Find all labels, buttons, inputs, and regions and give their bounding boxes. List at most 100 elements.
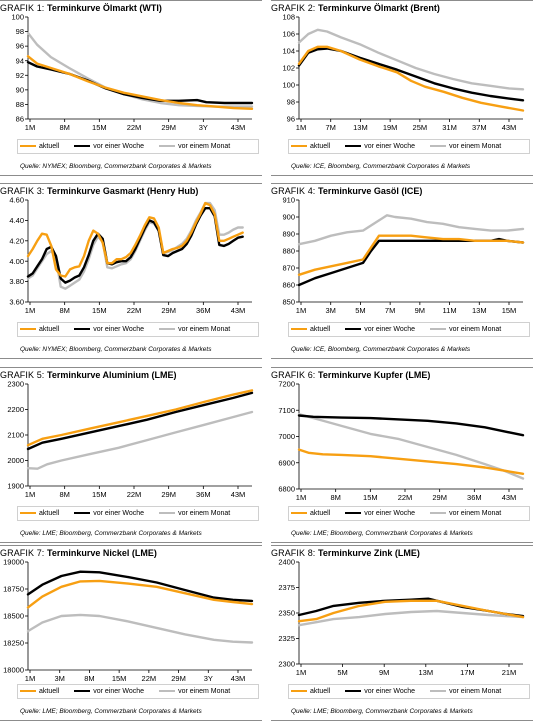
chart-legend: aktuell vor einer Woche vor einem Monat bbox=[20, 142, 245, 150]
legend-swatch bbox=[345, 690, 362, 692]
chart-legend: aktuell vor einer Woche vor einem Monat bbox=[291, 142, 516, 150]
y-tick-label: 18000 bbox=[3, 666, 24, 675]
legend-swatch bbox=[291, 512, 307, 514]
legend-label: vor einer Woche bbox=[93, 325, 145, 333]
legend-entry-aktuell: aktuell bbox=[20, 326, 59, 333]
y-tick-label: 890 bbox=[282, 230, 295, 239]
series-line-aktuell bbox=[26, 201, 244, 278]
y-tick-label: 19000 bbox=[3, 558, 24, 567]
x-tick-label: 43M bbox=[231, 490, 246, 499]
chart-title-text: Terminkurve Ölmarkt (Brent) bbox=[318, 3, 440, 13]
legend-frame bbox=[17, 139, 259, 154]
legend-frame bbox=[288, 322, 530, 337]
y-tick-label: 4.40 bbox=[9, 216, 24, 225]
x-tick-label: 22M bbox=[127, 306, 142, 315]
y-tick-label: 3.80 bbox=[9, 277, 24, 286]
x-tick-label: 15M bbox=[112, 674, 127, 683]
source-note: Quelle: ICE, Bloomberg, Commerzbank Corp… bbox=[291, 346, 471, 353]
legend-swatch bbox=[74, 512, 91, 514]
x-tick-label: 43M bbox=[231, 674, 246, 683]
x-tick-label: 11M bbox=[443, 306, 457, 315]
x-tick-label: 1M bbox=[296, 668, 306, 677]
legend-entry-woche: vor einer Woche bbox=[74, 326, 144, 333]
y-tick-label: 100 bbox=[11, 13, 24, 22]
chart-panel: GRAFIK 5: Terminkurve Aluminium (LME) 190… bbox=[0, 367, 262, 547]
x-tick-label: 13M bbox=[419, 668, 434, 677]
line-chart: 6800 6900 7000 7100 7200 1M 8M 15M 22M 29M 36M 43M bbox=[278, 380, 525, 502]
y-tick-label: 96 bbox=[16, 42, 24, 51]
chart-title-text: Terminkurve Ölmarkt (WTI) bbox=[47, 3, 162, 13]
x-tick-label: 43M bbox=[231, 123, 246, 132]
x-tick-label: 37M bbox=[472, 123, 487, 132]
chart-title: GRAFIK 3: Terminkurve Gasmarkt (Henry Hu… bbox=[0, 186, 198, 197]
chart-legend: aktuell vor einer Woche vor einem Monat bbox=[20, 325, 245, 333]
line-chart: 2300 2325 2350 2375 2400 1M 5M 9M 13M 17M 21M bbox=[278, 558, 525, 677]
chart-number: GRAFIK 3: bbox=[0, 186, 48, 196]
legend-frame bbox=[17, 322, 259, 337]
x-tick-label: 43M bbox=[231, 306, 246, 315]
legend-label: vor einer Woche bbox=[93, 509, 145, 517]
x-tick-label: 29M bbox=[171, 674, 186, 683]
series-line-monat bbox=[26, 410, 254, 470]
legend-entry-aktuell: aktuell bbox=[20, 510, 59, 517]
y-tick-label: 7100 bbox=[278, 406, 295, 415]
y-tick-label: 2400 bbox=[278, 558, 295, 567]
source-note: Quelle: NYMEX; Bloomberg, Commerzbank Co… bbox=[20, 163, 212, 170]
chart-panel: GRAFIK 6: Terminkurve Kupfer (LME) 6800 69… bbox=[271, 367, 533, 547]
panel-bottom-rule bbox=[271, 720, 533, 721]
source-note: Quelle: NYMEX; Bloomberg, Commerzbank Co… bbox=[20, 346, 212, 353]
y-tick-label: 90 bbox=[16, 85, 24, 94]
legend-swatch bbox=[20, 328, 36, 330]
legend-swatch bbox=[74, 328, 91, 330]
series-line-aktuell bbox=[297, 234, 525, 277]
chart-title: GRAFIK 8: Terminkurve Zink (LME) bbox=[271, 548, 420, 559]
chart-number: GRAFIK 7: bbox=[0, 548, 48, 558]
panel-bottom-rule bbox=[0, 175, 262, 176]
y-tick-label: 106 bbox=[282, 30, 295, 39]
chart-title: GRAFIK 2: Terminkurve Ölmarkt (Brent) bbox=[271, 3, 440, 14]
panel-bottom-rule bbox=[271, 175, 533, 176]
legend-label: vor einer Woche bbox=[93, 687, 145, 695]
x-tick-label: 22M bbox=[127, 123, 142, 132]
x-tick-label: 13M bbox=[353, 123, 368, 132]
legend-label: aktuell bbox=[39, 142, 60, 150]
legend-entry-monat: vor einem Monat bbox=[159, 510, 230, 517]
y-tick-label: 104 bbox=[282, 47, 295, 56]
chart-title-text: Terminkurve Gasmarkt (Henry Hub) bbox=[47, 186, 199, 196]
legend-swatch bbox=[159, 690, 176, 692]
chart-number: GRAFIK 2: bbox=[271, 3, 319, 13]
y-tick-label: 108 bbox=[282, 13, 295, 22]
series-line-aktuell bbox=[297, 45, 525, 112]
legend-swatch bbox=[159, 328, 176, 330]
legend-label: vor einem Monat bbox=[449, 509, 502, 517]
panel-top-rule bbox=[271, 545, 533, 546]
legend-swatch bbox=[159, 512, 176, 514]
chart-title: GRAFIK 7: Terminkurve Nickel (LME) bbox=[0, 548, 157, 559]
legend-label: aktuell bbox=[39, 509, 60, 517]
chart-panel: GRAFIK 2: Terminkurve Ölmarkt (Brent) 96 9… bbox=[271, 0, 533, 180]
line-chart: 850 860 870 880 890 900 910 1M 3M 5M 7M 9M 11M 13M 15M bbox=[282, 196, 525, 315]
x-tick-label: 22M bbox=[398, 493, 413, 502]
chart-number: GRAFIK 4: bbox=[271, 186, 319, 196]
y-tick-label: 96 bbox=[287, 115, 295, 124]
chart-title-text: Terminkurve Kupfer (LME) bbox=[318, 370, 431, 380]
legend-label: vor einer Woche bbox=[93, 142, 145, 150]
chart-number: GRAFIK 6: bbox=[271, 370, 319, 380]
chart-number: GRAFIK 8: bbox=[271, 548, 319, 558]
chart-title-text: Terminkurve Zink (LME) bbox=[318, 548, 420, 558]
x-tick-label: 15M bbox=[92, 306, 107, 315]
legend-swatch bbox=[20, 512, 36, 514]
x-tick-label: 1M bbox=[296, 123, 306, 132]
x-tick-label: 29M bbox=[432, 493, 447, 502]
x-tick-label: 1M bbox=[296, 493, 306, 502]
y-tick-label: 860 bbox=[282, 281, 295, 290]
y-tick-label: 4.20 bbox=[9, 236, 24, 245]
series-line-monat bbox=[297, 28, 525, 91]
legend-swatch bbox=[20, 690, 36, 692]
x-tick-label: 3Y bbox=[204, 674, 213, 683]
x-tick-label: 1M bbox=[25, 674, 35, 683]
y-tick-label: 850 bbox=[282, 298, 295, 307]
x-tick-label: 15M bbox=[92, 490, 107, 499]
y-tick-label: 880 bbox=[282, 247, 295, 256]
x-tick-label: 15M bbox=[92, 123, 107, 132]
